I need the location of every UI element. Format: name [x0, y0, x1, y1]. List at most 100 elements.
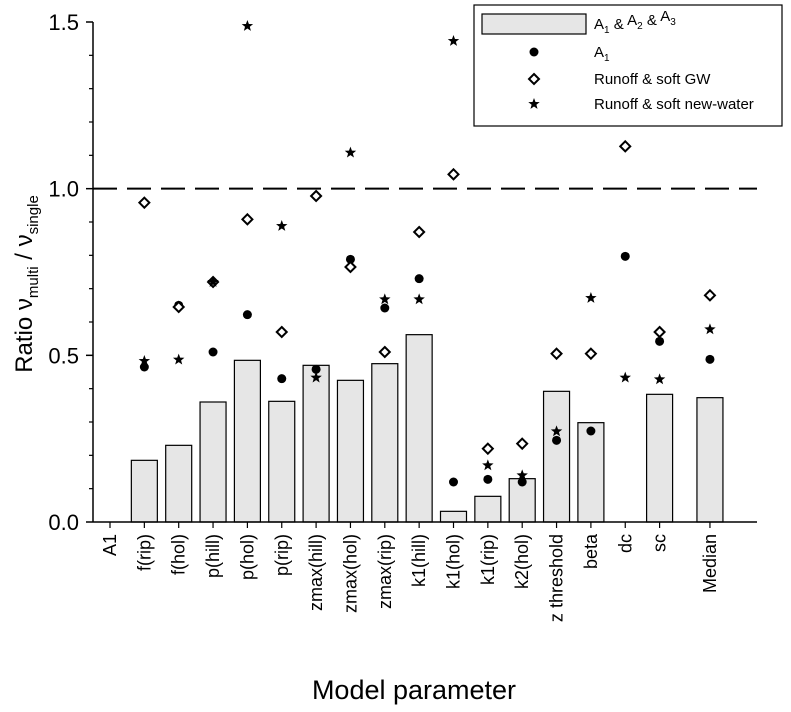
a1-point-4	[242, 310, 252, 320]
nw-point-9	[413, 293, 425, 305]
bar-4	[233, 359, 261, 523]
nw-point-11	[482, 459, 494, 471]
a1-point-14	[586, 426, 596, 436]
x-tick-label-6: zmax(hill)	[306, 534, 326, 611]
legend: A1 & A2 & A3 A1 Runoff & soft GW Runoff & s…	[473, 4, 783, 127]
nw-point-4	[241, 20, 254, 31]
gw-point-13	[550, 347, 563, 361]
a1-point-5	[277, 374, 287, 384]
legend-gw-label: Runoff & soft GW	[594, 71, 711, 88]
gw-point-17	[703, 288, 717, 302]
bar-layer	[130, 334, 724, 523]
gw-point-10	[447, 167, 460, 181]
x-tick-label-5: p(rip)	[272, 534, 292, 576]
nw-point-17	[704, 323, 716, 335]
a1-point-15	[620, 251, 630, 261]
x-tick-label-12: k2(hol)	[512, 534, 532, 589]
gw-point-12	[515, 437, 529, 451]
gw-point-7	[344, 260, 357, 274]
x-tick-labels: A1 f(rip) f(hol) p(hill) p(hol) p(rip) zmax(hi…	[100, 533, 720, 622]
bar-13	[542, 390, 571, 523]
gw-point-9	[412, 225, 426, 239]
y-label-prefix: Ratio ν	[11, 298, 38, 373]
nw-point-7	[344, 146, 357, 158]
x-tick-label-4: p(hol)	[237, 534, 257, 580]
x-tick-label-16: sc	[650, 534, 670, 552]
y-tick-label-3: 1.5	[48, 10, 79, 35]
legend-nw-marker	[528, 98, 540, 109]
nw-point-10	[447, 35, 460, 46]
legend-a1-marker	[529, 47, 539, 57]
nw-point-3	[207, 276, 219, 287]
a1-point-7	[345, 254, 355, 264]
a1-point-1	[139, 362, 149, 372]
legend-nw-label: Runoff & soft new-water	[594, 96, 754, 113]
bar-2	[165, 444, 193, 523]
x-tick-label-15: dc	[615, 534, 635, 553]
a1-point-3	[208, 347, 218, 357]
x-tick-label-13: z threshold	[547, 534, 567, 622]
nw-point-8	[379, 293, 391, 305]
gw-point-5	[275, 325, 289, 339]
a1-point-11	[483, 474, 493, 484]
nw-point-14	[585, 292, 597, 303]
legend-a1-label: A1	[594, 44, 610, 64]
nw-point-16	[653, 373, 666, 385]
nw-point-1	[138, 355, 151, 366]
x-tick-label-10: k1(hol)	[444, 534, 464, 589]
x-tick-label-14: beta	[581, 533, 601, 569]
a1-point-6	[311, 364, 321, 374]
legend-gw-marker	[527, 72, 541, 86]
bar-6	[302, 364, 330, 523]
x-tick-label-7: zmax(hol)	[340, 534, 360, 613]
gw-point-14	[584, 347, 598, 361]
axes	[86, 21, 757, 528]
gw-point-2	[172, 300, 186, 314]
legend-bars-label: A1 & A2 & A3	[594, 8, 676, 36]
bar-9	[405, 334, 433, 523]
a1-point-8	[380, 303, 390, 313]
x-tick-label-17: Median	[700, 534, 720, 593]
y-label-mid: / ν	[11, 234, 38, 266]
a1-point-12	[517, 477, 527, 487]
a1-point-9	[414, 274, 424, 284]
gw-point-16	[653, 325, 667, 339]
nw-point-5	[276, 220, 288, 231]
nw-point-13	[550, 425, 563, 437]
gw-point-1	[137, 196, 151, 210]
x-tick-label-0: A1	[100, 534, 120, 556]
gw-point-8	[378, 345, 392, 359]
bar-16	[645, 393, 674, 523]
gw-point-15	[618, 139, 632, 153]
x-tick-label-1: f(rip)	[134, 534, 154, 571]
bar-11	[474, 495, 502, 523]
y-tick-label-2: 1.0	[48, 177, 79, 202]
bar-10	[439, 510, 468, 523]
gw-point-4	[240, 212, 254, 226]
gw-point-11	[481, 442, 495, 456]
marker-layer	[137, 20, 717, 487]
nw-point-2	[172, 353, 185, 365]
x-tick-label-2: f(hol)	[169, 534, 189, 575]
a1-point-17	[705, 354, 715, 364]
x-axis-label: Model parameter	[312, 675, 516, 705]
a1-point-10	[449, 477, 458, 487]
bar-5	[268, 400, 296, 523]
y-axis-label: Ratio νmulti / νsingle	[11, 195, 42, 373]
y-tick-label-0: 0.0	[48, 510, 79, 535]
y-tick-labels: 0.0 0.5 1.0 1.5	[48, 10, 79, 535]
y-tick-label-1: 0.5	[48, 343, 79, 368]
bar-3	[199, 401, 227, 523]
legend-bar-swatch	[481, 13, 587, 35]
nw-point-15	[619, 371, 631, 383]
gw-point-6	[309, 189, 323, 203]
y-label-sub-single: single	[25, 195, 42, 234]
nw-point-12	[516, 469, 528, 481]
x-tick-label-9: k1(hill)	[409, 534, 429, 587]
x-tick-label-11: k1(rip)	[478, 534, 498, 585]
bar-14	[577, 422, 605, 523]
bar-8	[371, 363, 399, 523]
x-tick-label-3: p(hill)	[203, 534, 223, 578]
